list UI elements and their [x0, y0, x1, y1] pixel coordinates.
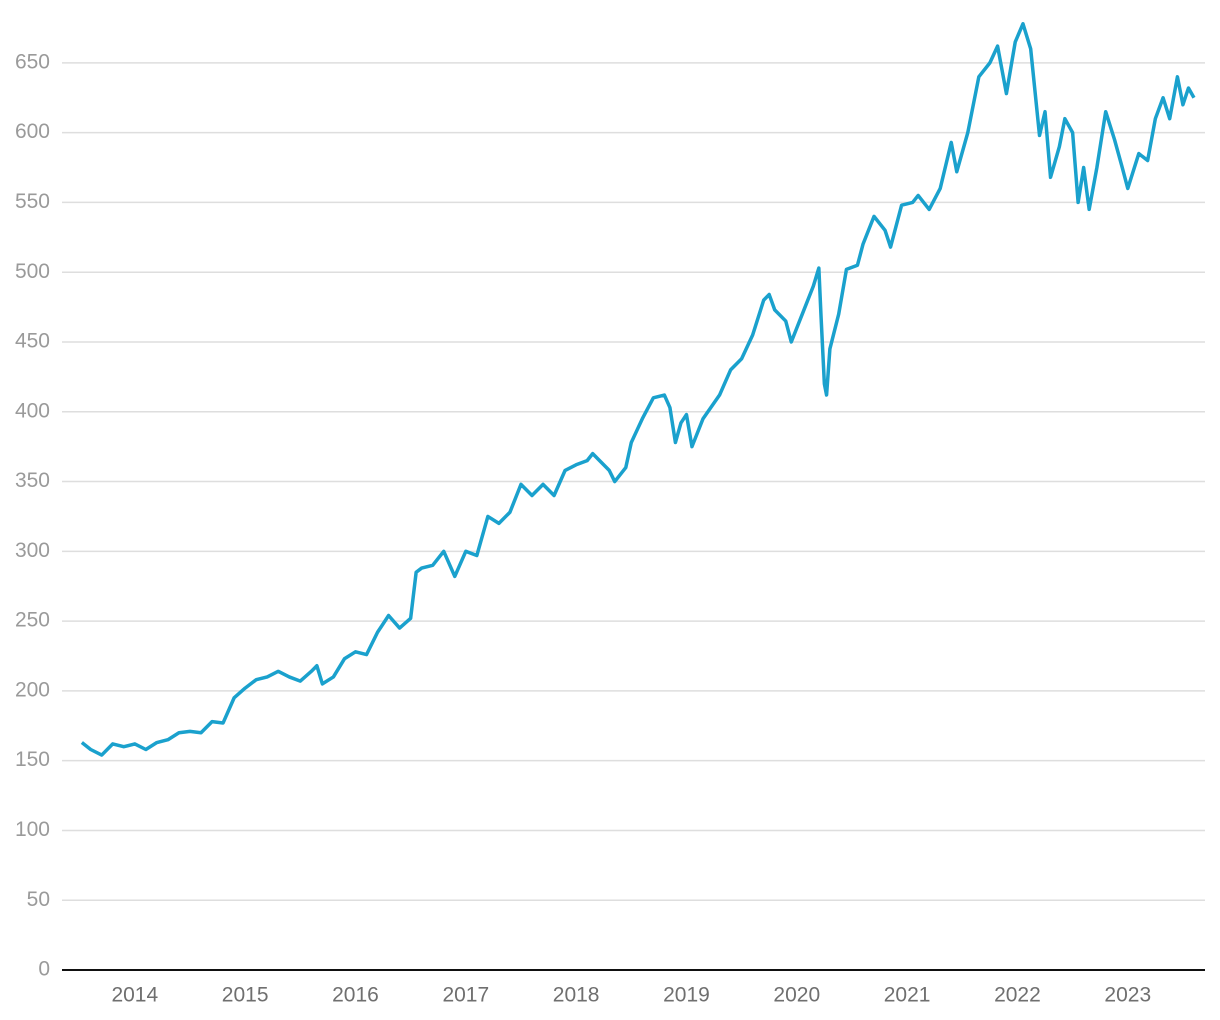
y-tick-label: 200 [15, 678, 50, 701]
y-tick-label: 300 [15, 539, 50, 562]
x-tick-label: 2018 [553, 984, 600, 1007]
x-tick-label: 2020 [773, 984, 820, 1007]
x-tick-label: 2015 [222, 984, 269, 1007]
y-tick-label: 650 [15, 50, 50, 73]
y-tick-label: 150 [15, 748, 50, 771]
price-line [80, 22, 1196, 757]
y-tick-label: 400 [15, 399, 50, 422]
y-tick-label: 550 [15, 190, 50, 213]
y-tick-label: 450 [15, 330, 50, 353]
x-tick-label: 2019 [663, 984, 710, 1007]
x-tick-label: 2022 [994, 984, 1041, 1007]
y-tick-label: 250 [15, 609, 50, 632]
y-tick-label: 50 [27, 888, 50, 911]
y-tick-label: 500 [15, 260, 50, 283]
y-tick-label: 0 [38, 958, 50, 981]
y-tick-label: 100 [15, 818, 50, 841]
x-tick-label: 2017 [442, 984, 489, 1007]
y-tick-label: 600 [15, 120, 50, 143]
x-tick-label: 2023 [1104, 984, 1151, 1007]
x-tick-label: 2021 [884, 984, 931, 1007]
y-tick-label: 350 [15, 469, 50, 492]
x-tick-label: 2016 [332, 984, 379, 1007]
x-tick-label: 2014 [111, 984, 158, 1007]
